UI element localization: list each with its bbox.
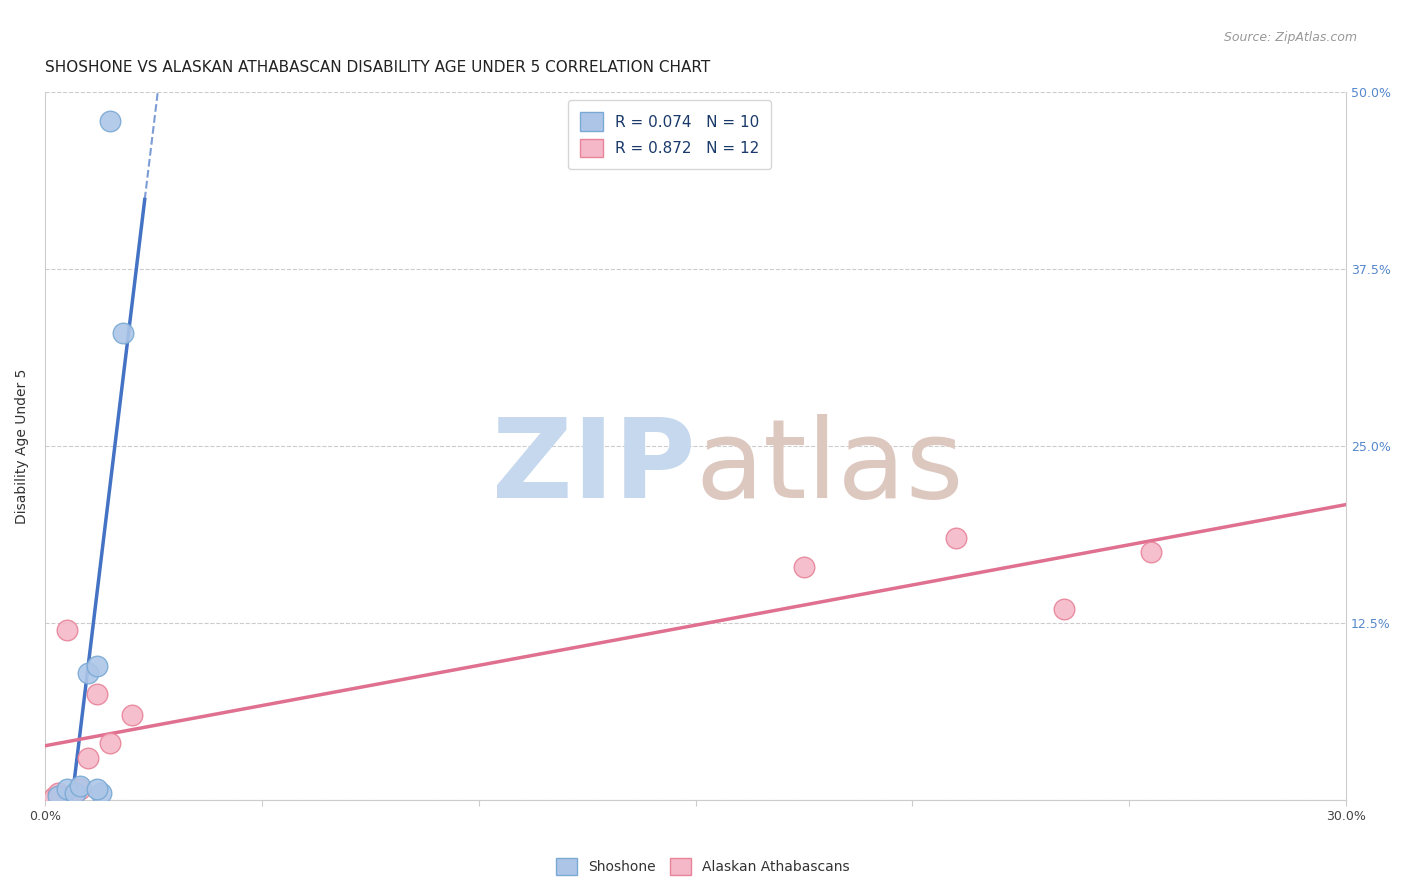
Point: [793, 559, 815, 574]
Point: [945, 531, 967, 545]
Text: Source: ZipAtlas.com: Source: ZipAtlas.com: [1223, 31, 1357, 45]
Point: [42, 790, 65, 805]
Legend: Shoshone, Alaskan Athabascans: Shoshone, Alaskan Athabascans: [551, 853, 855, 880]
Point: [55, 781, 77, 796]
Point: [65, 786, 87, 800]
Point: [77, 750, 100, 764]
Y-axis label: Disability Age Under 5: Disability Age Under 5: [15, 368, 30, 524]
Text: SHOSHONE VS ALASKAN ATHABASCAN DISABILITY AGE UNDER 5 CORRELATION CHART: SHOSHONE VS ALASKAN ATHABASCAN DISABILIT…: [45, 60, 710, 75]
Point: [90, 786, 112, 800]
Point: [55, 624, 77, 638]
Point: [86, 781, 108, 796]
Text: ZIP: ZIP: [492, 414, 696, 521]
Point: [77, 665, 100, 680]
Point: [1053, 602, 1076, 616]
Point: [112, 326, 135, 340]
Point: [98, 736, 121, 750]
Point: [69, 781, 91, 796]
Point: [121, 708, 143, 723]
Legend: R = 0.074   N = 10, R = 0.872   N = 12: R = 0.074 N = 10, R = 0.872 N = 12: [568, 100, 772, 169]
Point: [86, 658, 108, 673]
Point: [46, 786, 69, 800]
Point: [98, 113, 121, 128]
Point: [86, 687, 108, 701]
Point: [1140, 545, 1163, 559]
Text: atlas: atlas: [696, 414, 965, 521]
Point: [46, 789, 69, 803]
Point: [69, 779, 91, 793]
